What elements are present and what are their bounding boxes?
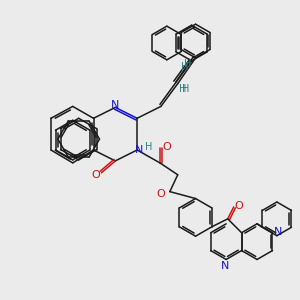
Text: N: N xyxy=(221,261,230,272)
Text: H: H xyxy=(179,84,186,94)
Text: O: O xyxy=(157,189,165,199)
Text: H: H xyxy=(145,142,153,152)
Text: O: O xyxy=(163,142,171,152)
Text: N: N xyxy=(135,145,143,155)
Text: O: O xyxy=(234,201,243,211)
Text: N: N xyxy=(274,227,283,237)
Text: N: N xyxy=(111,100,119,110)
Text: H: H xyxy=(184,59,191,69)
Text: O: O xyxy=(91,170,100,180)
Text: H: H xyxy=(182,84,189,94)
Text: H: H xyxy=(181,62,188,72)
